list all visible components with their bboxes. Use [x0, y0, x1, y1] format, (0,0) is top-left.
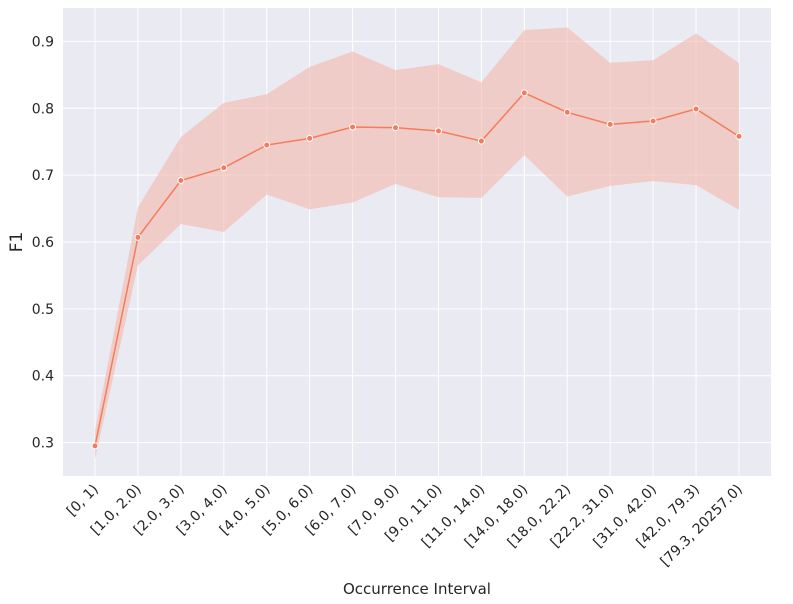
data-point — [91, 442, 99, 450]
data-point — [306, 134, 314, 142]
data-point — [392, 124, 400, 132]
data-point — [177, 176, 185, 184]
confidence-band — [95, 27, 739, 460]
y-tick-label: 0.4 — [32, 369, 54, 385]
data-point — [349, 123, 357, 131]
data-point — [220, 164, 228, 172]
x-tick-label: [0, 1) — [64, 482, 102, 520]
data-point — [606, 120, 614, 128]
y-axis-label: F1 — [7, 232, 27, 253]
data-point — [477, 137, 485, 145]
y-tick-label: 0.9 — [32, 34, 54, 50]
data-point — [735, 132, 743, 140]
data-point — [563, 108, 571, 116]
data-points — [91, 89, 743, 450]
y-tick-labels: 0.3 0.4 0.5 0.6 0.7 0.8 0.9 — [32, 34, 54, 451]
y-tick-label: 0.8 — [32, 101, 54, 117]
y-tick-label: 0.5 — [32, 302, 54, 318]
data-point — [649, 117, 657, 125]
x-tick-label: [79.3, 20257.0) — [658, 482, 746, 570]
y-tick-label: 0.7 — [32, 168, 54, 184]
series-line — [94, 91, 740, 447]
data-point — [520, 89, 528, 97]
y-tick-label: 0.3 — [32, 436, 54, 452]
x-axis-label: Occurrence Interval — [343, 580, 491, 598]
y-tick-label: 0.6 — [32, 235, 54, 251]
data-point — [263, 141, 271, 149]
data-point — [692, 105, 700, 113]
data-point — [434, 127, 442, 135]
data-point — [134, 233, 142, 241]
x-tick-labels: [0, 1)[1.0, 2.0)[2.0, 3.0)[3.0, 4.0)[4.0… — [64, 482, 746, 570]
